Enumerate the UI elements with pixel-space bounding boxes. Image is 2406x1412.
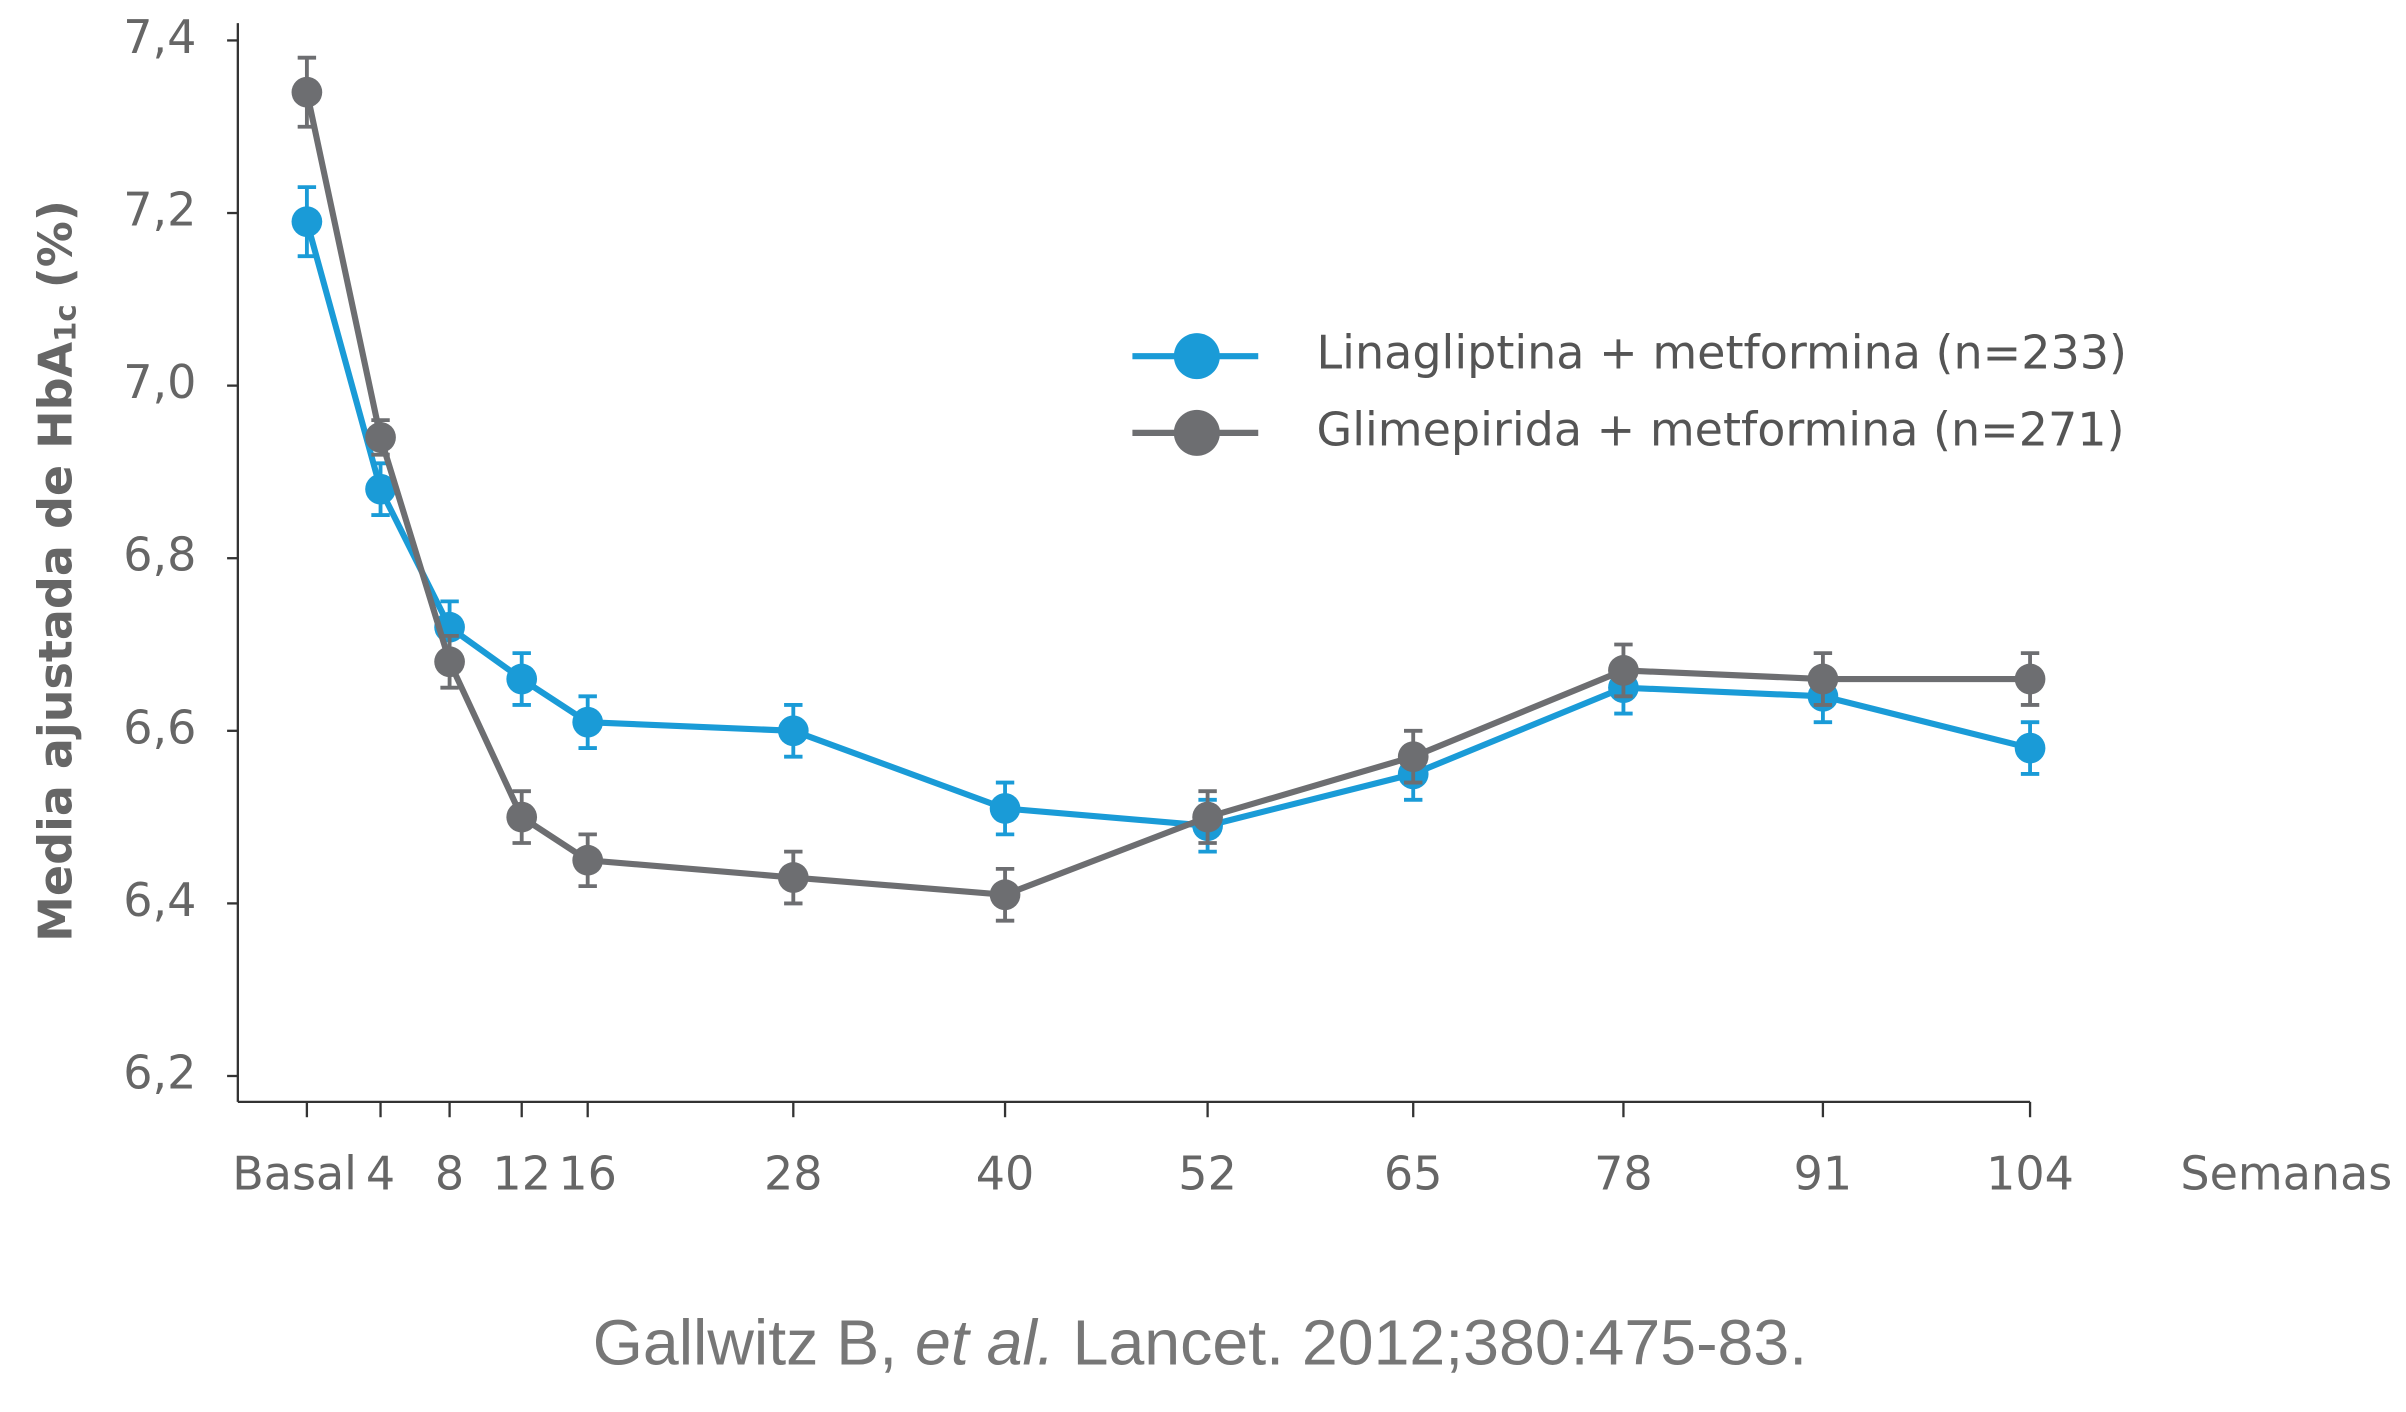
point xyxy=(777,715,809,747)
legend-marker xyxy=(1173,409,1220,456)
y-tick-label: 6,4 xyxy=(123,873,196,927)
point xyxy=(1608,655,1639,686)
point xyxy=(1397,741,1429,773)
x-tick-label: 8 xyxy=(435,1147,464,1201)
legend-label: Glimepirida + metformina (n=271) xyxy=(1317,402,2125,456)
legend-marker xyxy=(1173,333,1220,380)
point xyxy=(989,879,1021,911)
x-tick-label: 40 xyxy=(976,1147,1035,1201)
x-axis-title: Semanas xyxy=(2180,1147,2392,1201)
point xyxy=(365,422,396,453)
y-tick-label: 7,4 xyxy=(123,10,196,64)
point xyxy=(506,801,538,833)
point xyxy=(291,76,323,108)
y-tick-label: 7,2 xyxy=(123,183,196,237)
y-axis-title-main: Media ajustada de HbA xyxy=(28,341,82,941)
y-axis-title: Media ajustada de HbA1c (%) xyxy=(28,200,83,942)
citation-part: et al. xyxy=(915,1306,1055,1378)
point xyxy=(2014,663,2046,695)
point xyxy=(291,206,323,238)
point xyxy=(572,706,604,738)
series-line xyxy=(303,220,2031,829)
y-axis-title-sub: 1c xyxy=(49,304,83,342)
x-tick-label: 91 xyxy=(1794,1147,1853,1201)
x-tick-label: 16 xyxy=(558,1147,617,1201)
citation: Gallwitz B, et al. Lancet. 2012;380:475-… xyxy=(593,1306,1807,1378)
point xyxy=(777,862,809,893)
x-tick-label: 52 xyxy=(1178,1147,1237,1201)
point xyxy=(989,793,1021,824)
point xyxy=(1192,801,1223,833)
x-tick-label: 12 xyxy=(492,1147,551,1201)
point xyxy=(1807,663,1839,695)
citation-part: Lancet. 2012;380:475-83. xyxy=(1055,1306,1807,1378)
legend-label: Linagliptina + metformina (n=233) xyxy=(1317,326,2127,380)
y-tick-label: 6,8 xyxy=(123,528,196,582)
y-tick-label: 7,0 xyxy=(123,355,196,409)
x-tick-label: 4 xyxy=(366,1147,395,1201)
point xyxy=(434,646,465,678)
x-tick-label: 104 xyxy=(1986,1147,2074,1201)
x-tick-label: Basal xyxy=(232,1147,357,1201)
x-tick-label: 28 xyxy=(764,1147,823,1201)
y-tick-label: 6,6 xyxy=(123,700,196,754)
x-tick-label: 78 xyxy=(1594,1147,1653,1201)
point xyxy=(2014,732,2046,764)
point xyxy=(365,473,396,505)
x-tick-label: 65 xyxy=(1384,1147,1443,1201)
point xyxy=(506,663,538,695)
point xyxy=(572,844,604,876)
y-axis-title-unit: (%) xyxy=(28,200,82,288)
y-tick-label: 6,2 xyxy=(123,1045,196,1099)
citation-part: Gallwitz B, xyxy=(593,1306,915,1378)
series-line xyxy=(303,91,2031,898)
